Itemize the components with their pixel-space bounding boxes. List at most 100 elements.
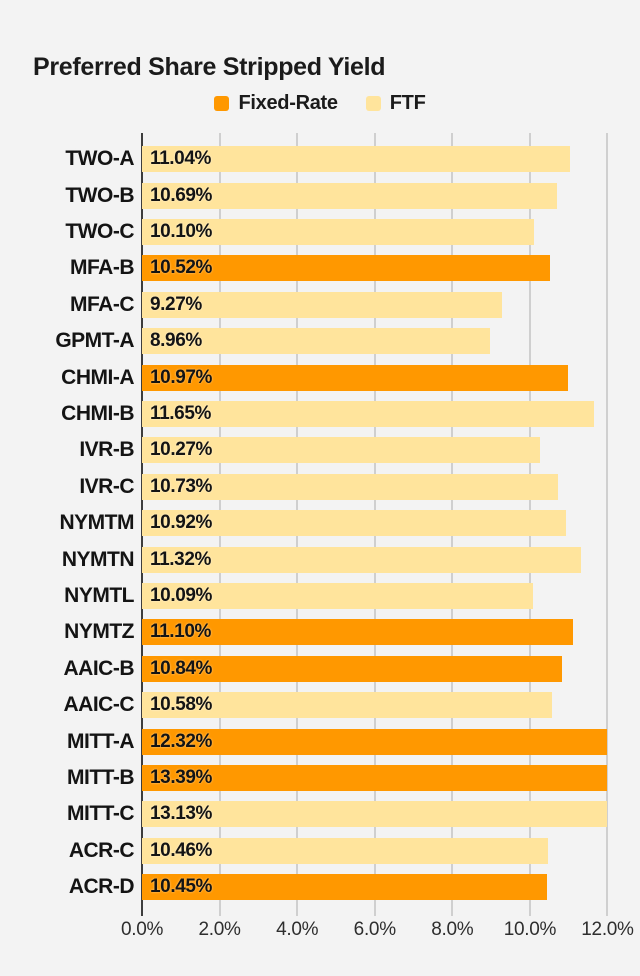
bar-row: CHMI-B 11.65% bbox=[0, 396, 640, 432]
bar-chmi-a: 10.97% bbox=[142, 364, 568, 391]
legend-label: FTF bbox=[389, 92, 426, 114]
bar-row: MITT-A 12.32% bbox=[0, 723, 640, 759]
bar-row: IVR-C 10.73% bbox=[0, 469, 640, 505]
category-label: ACR-C bbox=[68, 838, 135, 862]
chart-title: Preferred Share Stripped Yield bbox=[33, 52, 386, 81]
bar-two-b: 10.69% bbox=[142, 182, 557, 209]
category-label: CHMI-B bbox=[61, 401, 134, 425]
bar-mfa-b: 10.52% bbox=[142, 255, 551, 282]
bar-chmi-b: 11.65% bbox=[142, 400, 594, 427]
value-label: 10.46% bbox=[150, 839, 213, 861]
category-label: MFA-C bbox=[70, 292, 135, 316]
bar-row: TWO-A 11.04% bbox=[0, 141, 640, 177]
bar-row: TWO-C 10.10% bbox=[0, 214, 640, 250]
bar-row: TWO-B 10.69% bbox=[0, 177, 640, 213]
bar-acr-c: 10.46% bbox=[142, 837, 548, 864]
value-label: 10.73% bbox=[150, 475, 213, 497]
category-label: IVR-B bbox=[79, 438, 134, 462]
bar-nymtz: 11.10% bbox=[142, 619, 573, 646]
bar-row: AAIC-C 10.58% bbox=[0, 687, 640, 723]
value-label: 13.13% bbox=[150, 803, 213, 825]
bar-row: AAIC-B 10.84% bbox=[0, 651, 640, 687]
legend: Fixed-Rate FTF bbox=[0, 92, 640, 115]
value-label: 10.84% bbox=[150, 657, 213, 679]
x-tick-label: 2.0% bbox=[198, 919, 241, 940]
bar-row: MFA-C 9.27% bbox=[0, 287, 640, 323]
bar-gpmt-a: 8.96% bbox=[142, 328, 490, 355]
category-label: MITT-A bbox=[67, 729, 134, 753]
ftf-swatch-icon bbox=[365, 96, 381, 111]
x-tick-label: 6.0% bbox=[353, 919, 396, 940]
x-tick-label: 4.0% bbox=[276, 919, 319, 940]
category-label: GPMT-A bbox=[55, 329, 134, 353]
bar-nymtl: 10.09% bbox=[142, 582, 534, 609]
category-label: CHMI-A bbox=[61, 365, 134, 389]
category-label: NYMTN bbox=[61, 547, 135, 571]
legend-label: Fixed-Rate bbox=[238, 92, 338, 114]
value-label: 10.92% bbox=[150, 512, 213, 534]
bar-aaic-c: 10.58% bbox=[142, 692, 553, 719]
bar-mitt-b: 13.39% bbox=[142, 764, 608, 791]
category-label: AAIC-C bbox=[63, 693, 135, 717]
x-tick-label: 10.0% bbox=[503, 919, 557, 940]
bar-row: MITT-C 13.13% bbox=[0, 796, 640, 832]
bar-row: ACR-D 10.45% bbox=[0, 869, 640, 905]
value-label: 11.04% bbox=[150, 148, 211, 170]
category-label: NYMTL bbox=[64, 583, 134, 607]
category-label: TWO-C bbox=[65, 219, 134, 243]
bar-aaic-b: 10.84% bbox=[142, 655, 563, 682]
value-label: 9.27% bbox=[150, 293, 202, 315]
value-label: 8.96% bbox=[150, 330, 202, 352]
value-label: 10.10% bbox=[150, 220, 213, 242]
value-label: 11.32% bbox=[150, 548, 211, 570]
category-label: AAIC-B bbox=[63, 656, 135, 680]
category-label: NYMTM bbox=[59, 511, 135, 535]
bar-row: NYMTM 10.92% bbox=[0, 505, 640, 541]
bar-row: MITT-B 13.39% bbox=[0, 760, 640, 796]
value-label: 10.45% bbox=[150, 876, 213, 898]
bar-row: NYMTL 10.09% bbox=[0, 578, 640, 614]
category-label: MITT-B bbox=[67, 765, 134, 789]
bar-ivr-c: 10.73% bbox=[142, 473, 559, 500]
gridline bbox=[606, 133, 609, 916]
bar-row: IVR-B 10.27% bbox=[0, 432, 640, 468]
bar-ivr-b: 10.27% bbox=[142, 437, 541, 464]
category-label: NYMTZ bbox=[64, 620, 134, 644]
bar-row: NYMTZ 11.10% bbox=[0, 614, 640, 650]
value-label: 13.39% bbox=[150, 766, 213, 788]
category-label: MITT-C bbox=[67, 802, 134, 826]
bar-nymtm: 10.92% bbox=[142, 510, 566, 537]
x-tick-label: 0.0% bbox=[120, 919, 164, 940]
bar-mfa-c: 9.27% bbox=[142, 291, 502, 318]
value-label: 11.65% bbox=[150, 402, 211, 424]
bar-row: GPMT-A 8.96% bbox=[0, 323, 640, 359]
x-axis: 0.0% 2.0% 4.0% 6.0% 8.0% 10.0% 12.0% bbox=[0, 919, 640, 945]
bar-two-c: 10.10% bbox=[142, 218, 534, 245]
value-label: 12.32% bbox=[150, 730, 213, 752]
legend-item-fixed-rate: Fixed-Rate bbox=[214, 92, 338, 115]
bar-row: CHMI-A 10.97% bbox=[0, 359, 640, 395]
category-label: MFA-B bbox=[70, 256, 135, 280]
bar-row: MFA-B 10.52% bbox=[0, 250, 640, 286]
x-tick-label: 8.0% bbox=[431, 919, 474, 940]
value-label: 11.10% bbox=[150, 621, 211, 643]
value-label: 10.69% bbox=[150, 184, 213, 206]
x-tick-label: 12.0% bbox=[581, 919, 634, 940]
value-label: 10.52% bbox=[150, 257, 213, 279]
value-label: 10.58% bbox=[150, 694, 213, 716]
value-label: 10.27% bbox=[150, 439, 213, 461]
bar-row: NYMTN 11.32% bbox=[0, 541, 640, 577]
value-label: 10.97% bbox=[150, 366, 213, 388]
bar-mitt-c: 13.13% bbox=[142, 801, 608, 828]
bar-mitt-a: 12.32% bbox=[142, 728, 608, 755]
bar-row: ACR-C 10.46% bbox=[0, 833, 640, 869]
value-label: 10.09% bbox=[150, 584, 213, 606]
bar-acr-d: 10.45% bbox=[142, 874, 548, 901]
fixed-rate-swatch-icon bbox=[214, 96, 230, 111]
bar-nymtn: 11.32% bbox=[142, 546, 582, 573]
category-label: TWO-B bbox=[65, 183, 134, 207]
category-label: TWO-A bbox=[65, 147, 134, 171]
bar-two-a: 11.04% bbox=[142, 146, 571, 173]
